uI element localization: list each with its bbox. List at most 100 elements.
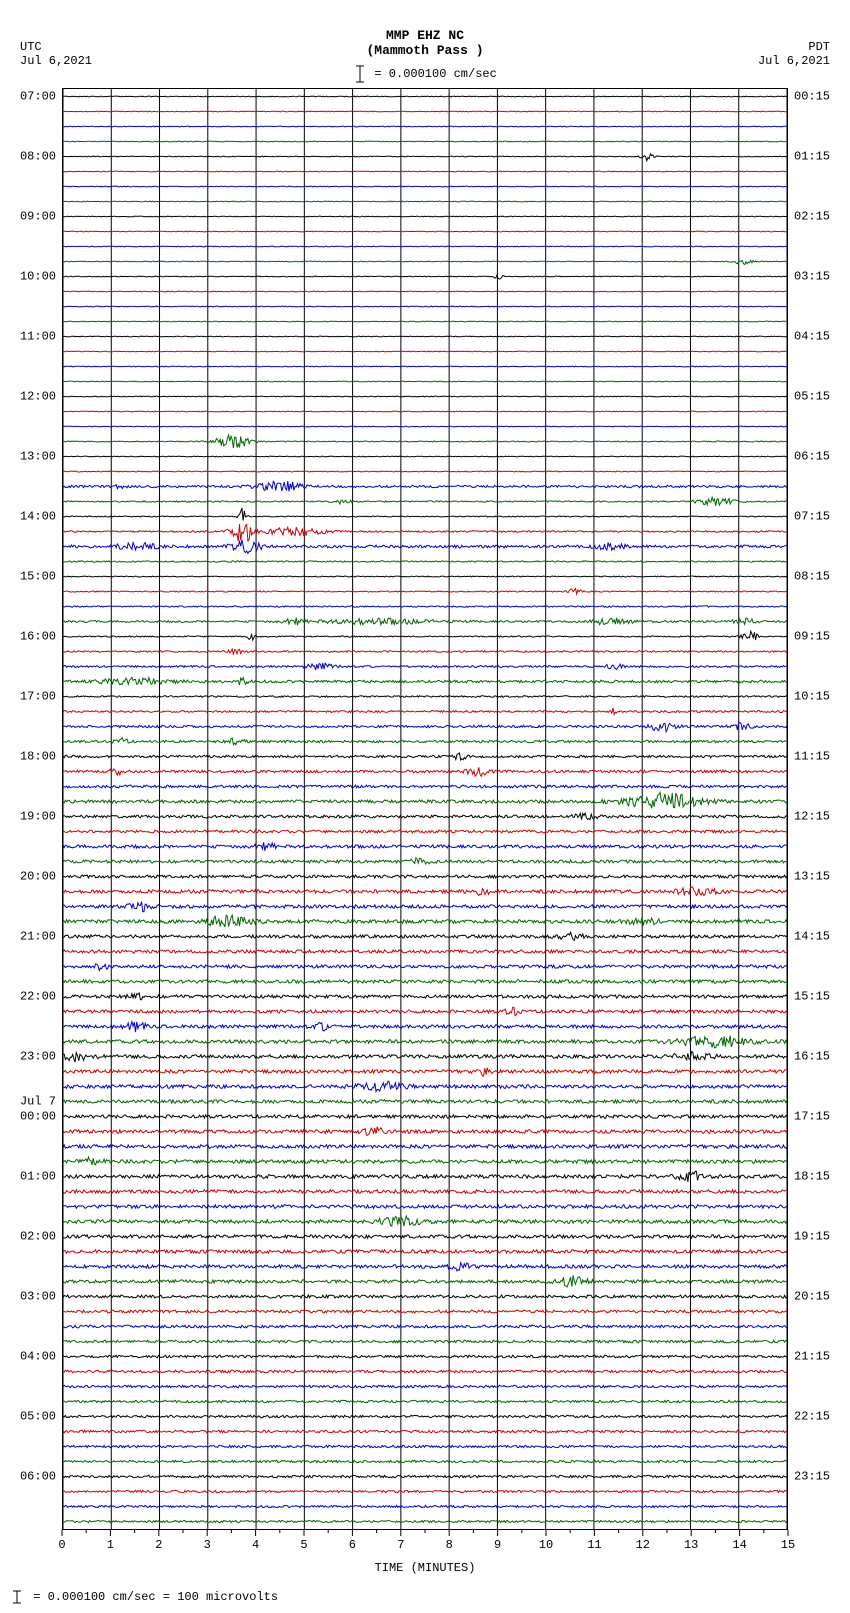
title-line1: MMP EHZ NC [0,28,850,43]
trace-line [63,785,787,788]
pdt-time-label: 23:15 [794,1470,830,1484]
xaxis-label: TIME (MINUTES) [0,1561,850,1575]
utc-time-label: 10:00 [20,270,56,284]
utc-time-label: 00:00 [20,1110,56,1124]
trace-line [63,696,787,698]
pdt-time-label: 08:15 [794,570,830,584]
plot-svg [63,89,787,1529]
utc-time-label: 04:00 [20,1350,56,1364]
trace-line [63,1081,787,1092]
pdt-time-label: 03:15 [794,270,830,284]
trace-line [63,456,787,457]
trace-line [63,351,787,352]
trace-line [63,1445,787,1447]
xaxis-svg: 0123456789101112131415 [0,1530,850,1560]
utc-time-label: 13:00 [20,450,56,464]
trace-line [63,1036,787,1048]
utc-time-label: 15:00 [20,570,56,584]
pdt-time-label: 21:15 [794,1350,830,1364]
trace-line [63,1216,787,1226]
trace-line [63,1295,787,1298]
trace-line [63,508,787,521]
trace-line [63,231,787,232]
trace-line [63,993,787,1000]
utc-time-label: 21:00 [20,930,56,944]
trace-line [63,1355,787,1358]
xaxis-tick-label: 14 [732,1538,746,1552]
pdt-time-label: 15:15 [794,990,830,1004]
footer: = 0.000100 cm/sec = 100 microvolts [8,1589,278,1605]
trace-line [63,246,787,247]
trace-line [63,1157,787,1165]
trace-line [63,932,787,940]
xaxis-tick-label: 8 [446,1538,453,1552]
utc-time-label: 01:00 [20,1170,56,1184]
trace-line [63,830,787,833]
utc-time-label: 05:00 [20,1410,56,1424]
trace-line [63,842,787,850]
xaxis-tick-label: 2 [155,1538,162,1552]
xaxis-tick-label: 9 [494,1538,501,1552]
xaxis-tick-label: 15 [781,1538,795,1552]
trace-line [63,631,787,640]
trace-line [63,708,787,714]
trace-line [63,1430,787,1432]
trace-line [63,336,787,337]
xaxis-tick-label: 4 [252,1538,259,1552]
utc-time-label: 16:00 [20,630,56,644]
xaxis-tick-label: 7 [397,1538,404,1552]
trace-line [63,111,787,112]
utc-time-label: 11:00 [20,330,56,344]
pdt-time-label: 14:15 [794,930,830,944]
pdt-date: Jul 6,2021 [758,54,830,68]
trace-line [63,1115,787,1118]
utc-time-label: 20:00 [20,870,56,884]
trace-line [63,1415,787,1417]
trace-line [63,201,787,202]
trace-line [63,875,787,878]
utc-time-label: 09:00 [20,210,56,224]
trace-line [63,950,787,953]
trace-line [63,216,787,217]
pdt-time-label: 01:15 [794,150,830,164]
utc-tz: UTC [20,40,92,54]
trace-line [63,767,787,776]
trace-line [63,481,787,491]
trace-line [63,1052,787,1063]
utc-time-label: 02:00 [20,1230,56,1244]
trace-line [63,677,787,685]
utc-time-label: 23:00 [20,1050,56,1064]
trace-line [63,1171,787,1182]
trace-line [63,381,787,382]
trace-line [63,606,787,607]
trace-line [63,618,787,626]
trace-line [63,275,787,279]
trace-line [63,663,787,670]
trace-line [63,291,787,292]
trace-line [63,738,787,745]
pdt-time-label: 02:15 [794,210,830,224]
trace-line [63,964,787,971]
trace-line [63,887,787,896]
xaxis-tick-label: 6 [349,1538,356,1552]
trace-line [63,1007,787,1015]
xaxis-tick-label: 3 [204,1538,211,1552]
trace-line [63,366,787,367]
trace-line [63,1235,787,1238]
trace-line [63,540,787,554]
pdt-tz: PDT [758,40,830,54]
pdt-time-label: 10:15 [794,690,830,704]
trace-line [63,396,787,397]
trace-line [63,96,787,97]
page: MMP EHZ NC (Mammoth Pass ) = 0.000100 cm… [0,0,850,1613]
xaxis-tick-label: 11 [587,1538,601,1552]
utc-time-label: 14:00 [20,510,56,524]
footer-text: = 0.000100 cm/sec = 100 microvolts [33,1590,278,1604]
scale-text: = 0.000100 cm/sec [374,67,496,81]
trace-line [63,1460,787,1462]
utc-time-label: 03:00 [20,1290,56,1304]
trace-line [63,171,787,172]
trace-line [63,1520,787,1522]
trace-line [63,1275,787,1287]
trace-line [63,1370,787,1373]
